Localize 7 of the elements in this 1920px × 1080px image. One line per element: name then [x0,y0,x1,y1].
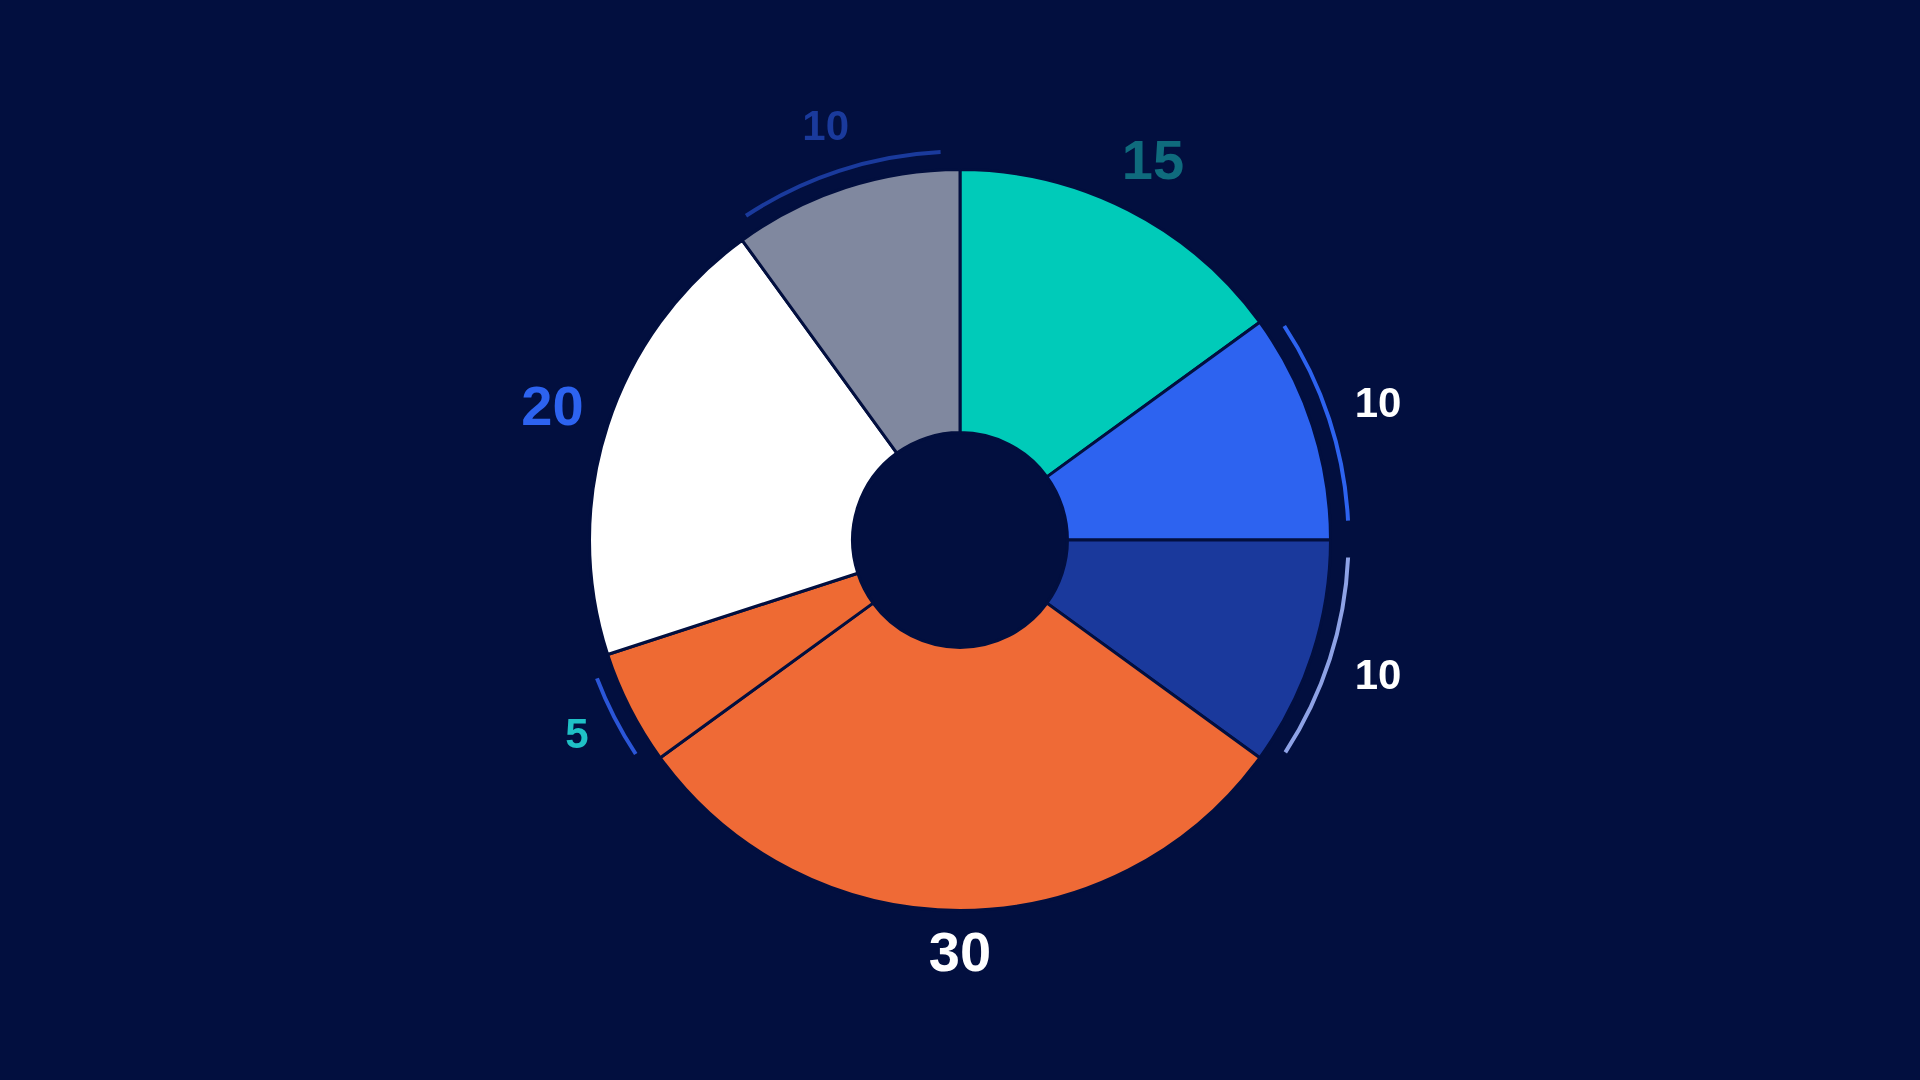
data-label: 15 [1121,127,1185,191]
data-label: 5 [565,710,589,758]
data-label: 10 [1354,379,1402,427]
data-label: 10 [802,102,850,150]
data-label: 30 [928,919,992,983]
data-label: 10 [1354,651,1402,699]
data-label: 20 [521,374,584,438]
